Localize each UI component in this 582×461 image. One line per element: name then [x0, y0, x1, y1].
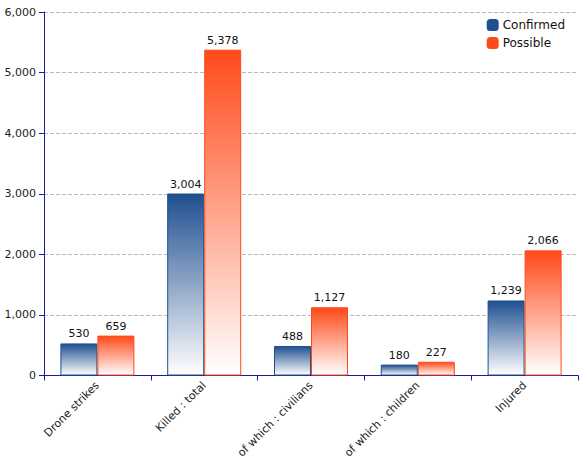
svg-text:3,000: 3,000	[5, 187, 37, 200]
svg-text:2,000: 2,000	[5, 248, 37, 261]
svg-text:Drone strikes: Drone strikes	[41, 379, 102, 440]
svg-text:Possible: Possible	[503, 36, 551, 50]
svg-text:1,239: 1,239	[490, 284, 521, 297]
svg-text:5,378: 5,378	[207, 34, 239, 47]
svg-text:180: 180	[389, 349, 410, 362]
svg-text:530: 530	[68, 327, 89, 340]
svg-text:659: 659	[105, 320, 126, 333]
svg-text:4,000: 4,000	[5, 127, 37, 140]
svg-text:488: 488	[282, 330, 303, 343]
svg-text:of which : children: of which : children	[342, 379, 423, 460]
svg-text:6,000: 6,000	[5, 6, 37, 19]
svg-text:3,004: 3,004	[170, 178, 202, 191]
svg-text:Confirmed: Confirmed	[503, 18, 565, 32]
svg-text:227: 227	[426, 346, 447, 359]
svg-text:1,000: 1,000	[5, 308, 37, 321]
svg-text:of which : civilians: of which : civilians	[235, 379, 316, 460]
svg-text:5,000: 5,000	[5, 66, 37, 79]
svg-text:2,066: 2,066	[527, 234, 559, 247]
svg-text:Injured: Injured	[493, 379, 529, 415]
svg-text:Killed : total: Killed : total	[153, 379, 209, 435]
svg-text:1,127: 1,127	[314, 291, 346, 304]
svg-text:0: 0	[29, 369, 36, 382]
